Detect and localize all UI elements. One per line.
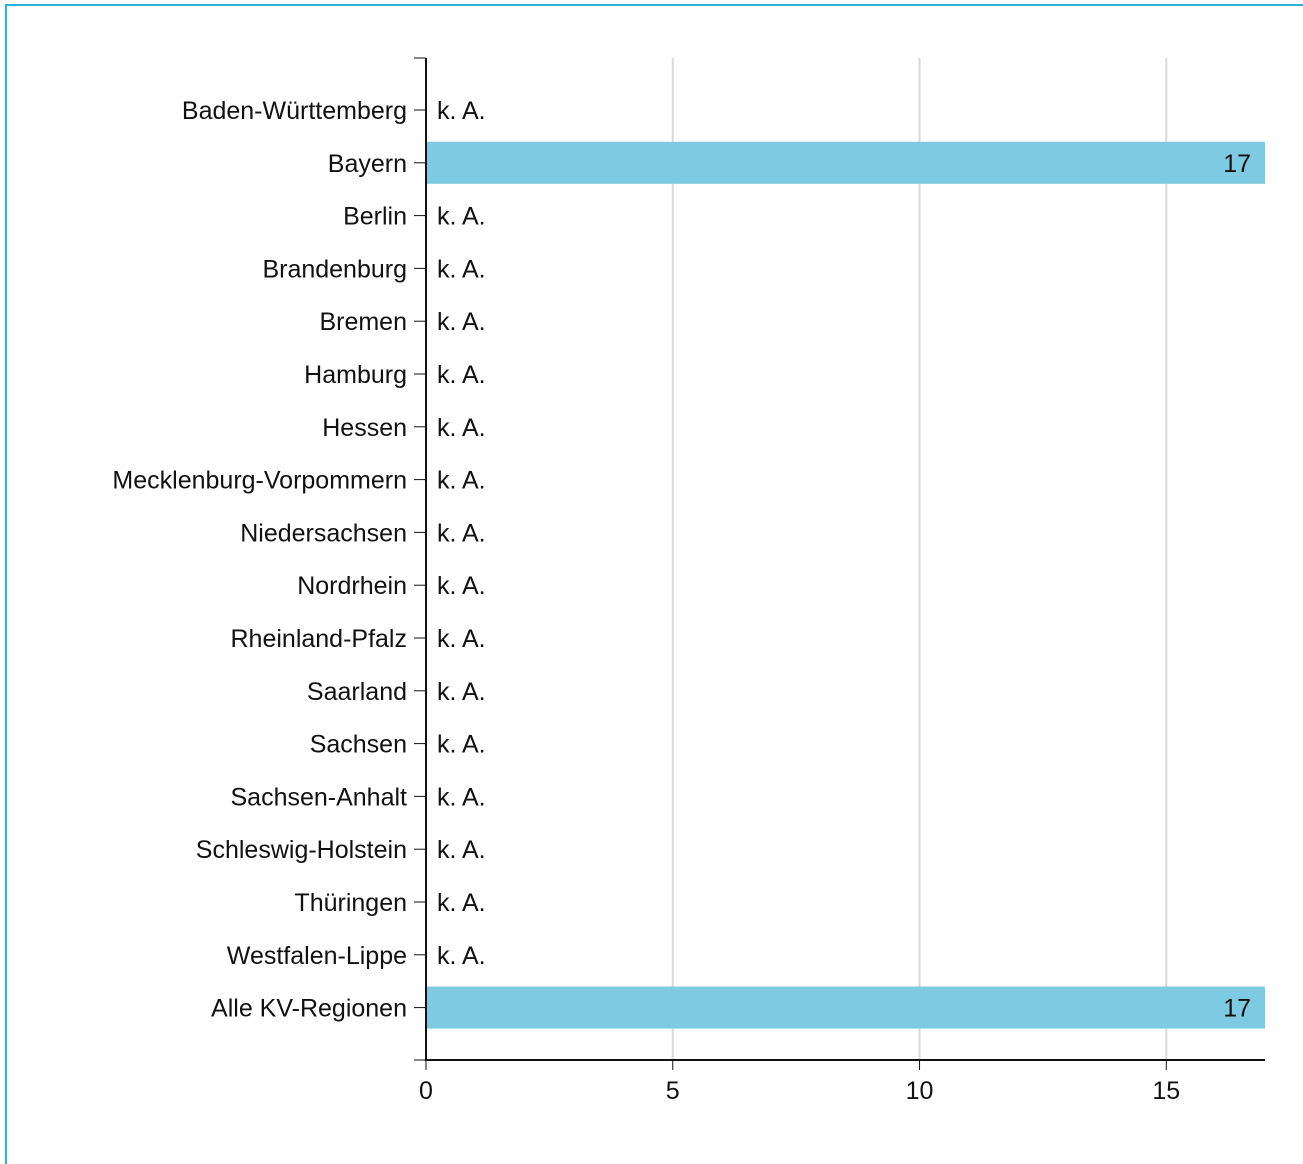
data-label-11: k. A. — [437, 678, 486, 706]
data-label-6: k. A. — [437, 414, 486, 442]
category-label-9: Nordrhein — [297, 572, 407, 600]
x-tick-label-10: 10 — [906, 1077, 934, 1105]
data-label-8: k. A. — [437, 519, 486, 547]
category-label-8: Niedersachsen — [240, 519, 407, 547]
category-label-1: Bayern — [328, 150, 407, 178]
x-tick-label-15: 15 — [1152, 1077, 1180, 1105]
data-label-1: 17 — [1223, 150, 1251, 178]
category-label-12: Sachsen — [310, 731, 407, 759]
data-label-14: k. A. — [437, 836, 486, 864]
data-label-15: k. A. — [437, 889, 486, 917]
category-label-17: Alle KV-Regionen — [211, 995, 407, 1023]
bar-17 — [426, 986, 1265, 1029]
category-label-14: Schleswig-Holstein — [196, 836, 407, 864]
category-label-15: Thüringen — [294, 889, 407, 917]
category-label-4: Bremen — [319, 308, 407, 336]
data-label-5: k. A. — [437, 361, 486, 389]
data-label-12: k. A. — [437, 731, 486, 759]
data-label-13: k. A. — [437, 783, 486, 811]
category-label-0: Baden-Württemberg — [182, 97, 407, 125]
category-label-11: Saarland — [307, 678, 407, 706]
category-label-6: Hessen — [322, 414, 407, 442]
data-label-10: k. A. — [437, 625, 486, 653]
category-label-7: Mecklenburg-Vorpommern — [112, 467, 407, 495]
bar-1 — [426, 141, 1265, 184]
data-label-16: k. A. — [437, 942, 486, 970]
chart-frame — [5, 4, 1303, 1164]
data-label-17: 17 — [1223, 995, 1251, 1023]
category-label-10: Rheinland-Pfalz — [231, 625, 408, 653]
data-label-0: k. A. — [437, 97, 486, 125]
data-label-2: k. A. — [437, 203, 486, 231]
category-label-13: Sachsen-Anhalt — [230, 783, 407, 811]
x-tick-label-5: 5 — [666, 1077, 680, 1105]
category-label-5: Hamburg — [304, 361, 407, 389]
data-label-7: k. A. — [437, 467, 486, 495]
data-label-4: k. A. — [437, 308, 486, 336]
data-label-3: k. A. — [437, 255, 486, 283]
category-label-16: Westfalen-Lippe — [227, 942, 407, 970]
x-tick-label-0: 0 — [419, 1077, 433, 1105]
category-label-3: Brandenburg — [262, 255, 407, 283]
data-label-9: k. A. — [437, 572, 486, 600]
category-label-2: Berlin — [343, 203, 407, 231]
